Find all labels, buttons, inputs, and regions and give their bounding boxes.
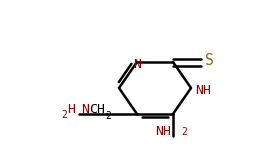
Text: NH: NH xyxy=(194,83,210,96)
Text: 2: 2 xyxy=(61,110,67,120)
Text: 2: 2 xyxy=(105,111,110,121)
Text: H: H xyxy=(67,103,75,116)
Text: CH: CH xyxy=(89,103,105,116)
Text: N: N xyxy=(133,58,140,71)
Text: 2: 2 xyxy=(180,127,186,137)
Text: S: S xyxy=(204,52,213,67)
Text: N: N xyxy=(81,103,89,116)
Text: NH: NH xyxy=(154,125,170,138)
